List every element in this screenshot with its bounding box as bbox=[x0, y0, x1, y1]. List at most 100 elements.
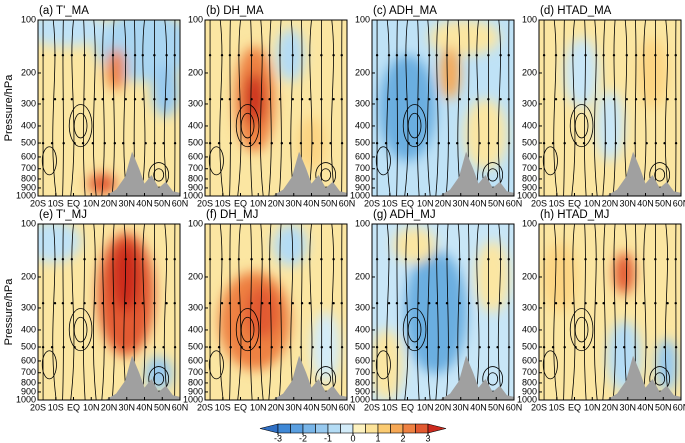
y-tick-label: 900 bbox=[21, 182, 36, 192]
stream-arrow bbox=[467, 98, 471, 101]
stream-arrow bbox=[70, 258, 74, 261]
stream-arrow bbox=[173, 302, 176, 305]
stream-arrow bbox=[237, 54, 241, 57]
stream-cell bbox=[542, 146, 558, 176]
colorbar-box bbox=[340, 423, 354, 434]
stream-arrow bbox=[320, 302, 323, 305]
panel-field bbox=[205, 224, 347, 400]
colorbar-box bbox=[390, 423, 404, 434]
stream-arrow bbox=[571, 98, 575, 101]
stream-arrow bbox=[437, 142, 440, 145]
x-tick-label: 10N bbox=[250, 198, 267, 208]
stream-cell bbox=[208, 350, 224, 380]
stream-arrow bbox=[229, 142, 232, 145]
stream-arrow bbox=[584, 98, 587, 101]
stream-arrow bbox=[173, 258, 176, 261]
stream-arrow bbox=[387, 54, 391, 57]
x-tick-label: 60N bbox=[172, 402, 189, 412]
stream-arrow bbox=[165, 98, 168, 101]
x-tick-label: 10S bbox=[48, 402, 64, 412]
stream-arrow bbox=[614, 142, 618, 145]
x-tick-label: 30N bbox=[118, 402, 135, 412]
y-tick-label: 600 bbox=[522, 355, 537, 365]
stream-arrow bbox=[666, 98, 669, 101]
y-tick-label: 500 bbox=[355, 137, 370, 147]
stream-arrow bbox=[634, 302, 638, 305]
streamline bbox=[229, 224, 231, 400]
x-tick-label: 10S bbox=[48, 198, 64, 208]
y-tick-label: 600 bbox=[355, 151, 370, 161]
y-axis-label: Pressure/hPa bbox=[3, 74, 15, 142]
panel-field bbox=[372, 20, 514, 196]
y-tick-label: 800 bbox=[21, 173, 36, 183]
stream-arrow bbox=[425, 142, 429, 145]
y-tick-label: 200 bbox=[522, 67, 537, 77]
stream-arrow bbox=[612, 98, 616, 101]
stream-arrow bbox=[111, 98, 115, 101]
stream-arrow bbox=[595, 258, 598, 261]
stream-arrow bbox=[415, 142, 419, 145]
x-tick-label: 20S bbox=[197, 198, 213, 208]
streamline bbox=[250, 20, 253, 196]
streamline bbox=[594, 224, 598, 400]
stream-arrow bbox=[551, 346, 555, 349]
y-axis-label: Pressure/hPa bbox=[3, 278, 15, 346]
x-tick-label: 20N bbox=[101, 198, 118, 208]
y-tick-label: 400 bbox=[355, 120, 370, 130]
stream-arrow bbox=[124, 302, 127, 305]
stream-arrow bbox=[111, 258, 115, 261]
stream-arrow bbox=[280, 346, 284, 349]
stream-cell bbox=[482, 162, 504, 188]
y-tick-label: 900 bbox=[188, 182, 203, 192]
stream-arrow bbox=[124, 54, 127, 57]
stream-arrow bbox=[375, 54, 379, 57]
stream-arrow bbox=[475, 98, 478, 101]
stream-cell bbox=[487, 168, 499, 182]
x-tick-label: 20N bbox=[268, 198, 285, 208]
stream-arrow bbox=[496, 346, 499, 349]
y-tick-label: 200 bbox=[355, 67, 370, 77]
terrain bbox=[372, 151, 514, 196]
streamline bbox=[624, 20, 629, 196]
colorbar-box bbox=[290, 423, 304, 434]
stream-arrow bbox=[320, 258, 323, 261]
stream-arrow bbox=[612, 54, 616, 57]
stream-arrow bbox=[162, 346, 165, 349]
y-tick-label: 700 bbox=[355, 367, 370, 377]
stream-arrow bbox=[91, 142, 95, 145]
stream-arrow bbox=[417, 302, 420, 305]
stream-arrow bbox=[70, 54, 74, 57]
stream-arrow bbox=[584, 54, 587, 57]
field-background bbox=[205, 20, 347, 196]
shade bbox=[372, 329, 404, 400]
streamline bbox=[101, 224, 105, 400]
y-tick-label: 800 bbox=[188, 173, 203, 183]
streamline bbox=[229, 20, 231, 196]
stream-arrow bbox=[311, 346, 314, 349]
y-tick-label: 100 bbox=[188, 14, 203, 24]
streamline bbox=[111, 20, 115, 196]
stream-arrow bbox=[101, 98, 104, 101]
stream-arrow bbox=[153, 54, 156, 57]
stream-arrow bbox=[595, 54, 598, 57]
stream-arrow bbox=[258, 346, 262, 349]
streamline bbox=[123, 20, 128, 196]
stream-arrow bbox=[320, 346, 324, 349]
streamline bbox=[417, 224, 420, 400]
streamline bbox=[320, 20, 323, 196]
streamline bbox=[563, 224, 565, 400]
panel-title: (f) DH_MJ bbox=[206, 209, 258, 221]
y-tick-label: 800 bbox=[522, 173, 537, 183]
stream-arrow bbox=[268, 258, 271, 261]
x-tick-label: 10N bbox=[584, 198, 601, 208]
x-tick-label: 10S bbox=[382, 402, 398, 412]
stream-arrow bbox=[208, 142, 212, 145]
stream-arrow bbox=[165, 302, 168, 305]
x-tick-label: 20N bbox=[602, 198, 619, 208]
stream-arrow bbox=[478, 346, 481, 349]
stream-arrow bbox=[478, 142, 481, 145]
x-tick-label: EQ bbox=[67, 402, 80, 412]
colorbar-label: -3 bbox=[274, 433, 282, 443]
stream-arrow bbox=[250, 302, 253, 305]
x-tick-label: 20S bbox=[364, 198, 380, 208]
